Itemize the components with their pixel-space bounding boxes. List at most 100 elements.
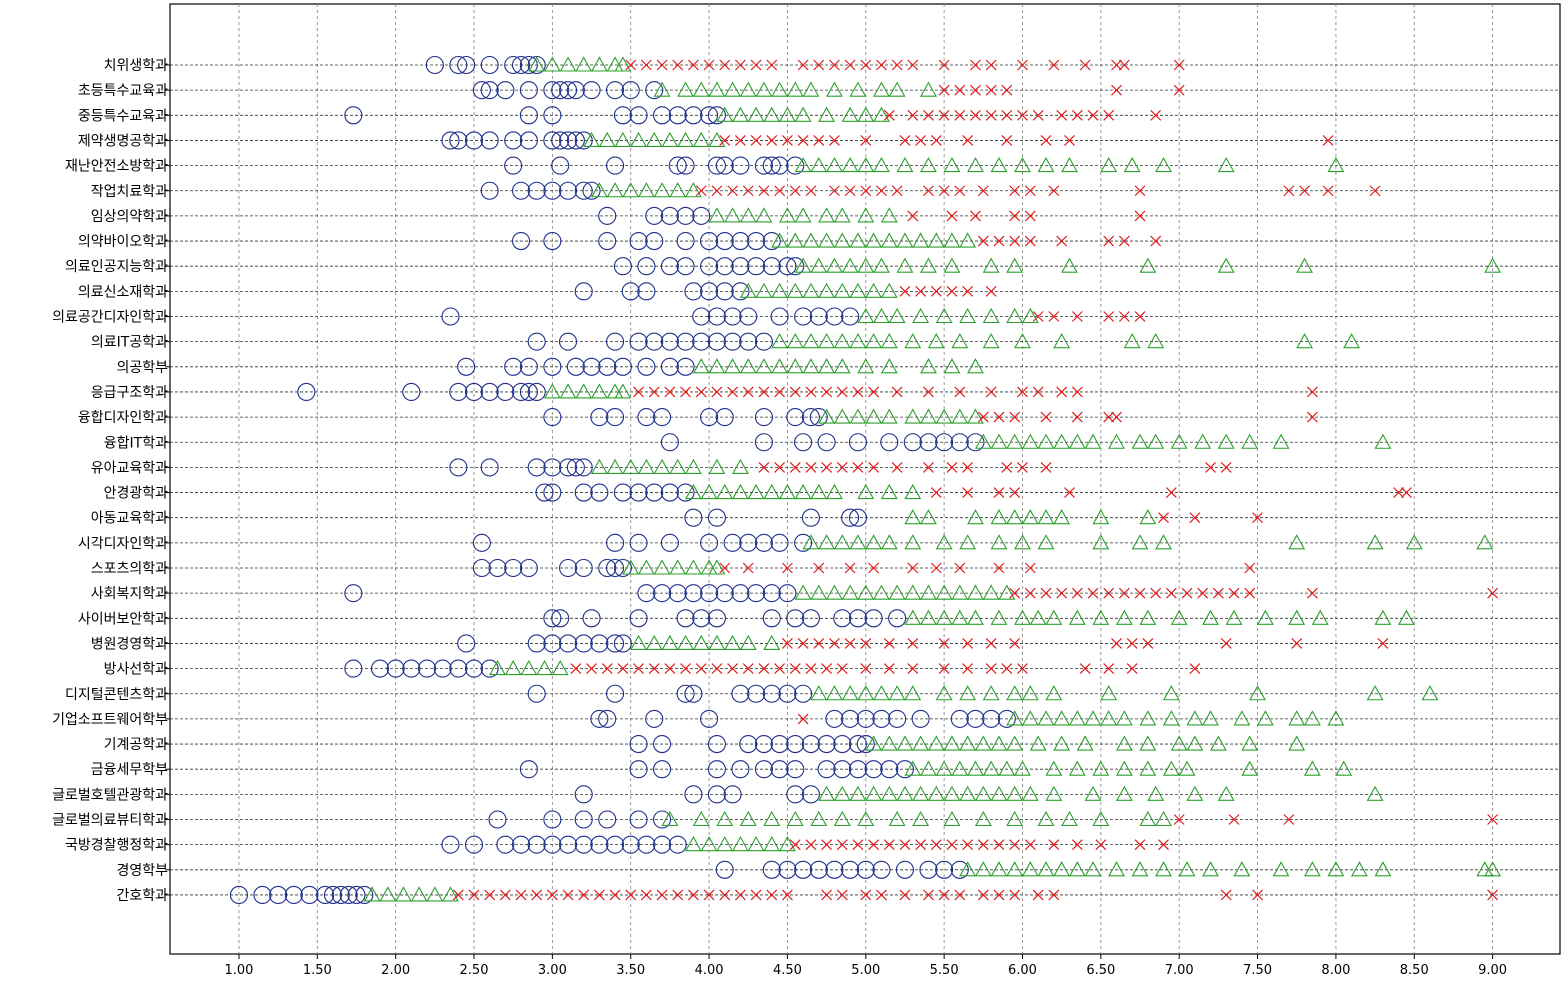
triangle-point — [731, 458, 749, 474]
circle-point — [660, 332, 679, 351]
triangle-point — [692, 131, 710, 147]
circle-point — [645, 709, 664, 728]
circle-point — [629, 760, 648, 779]
circle-point — [613, 558, 632, 578]
triangle-point — [716, 483, 734, 500]
triangle-point — [724, 207, 742, 223]
circle-point — [606, 408, 625, 427]
circle-point — [543, 483, 562, 502]
triangle-point — [865, 408, 883, 424]
circle-point — [723, 332, 742, 351]
circle-point — [950, 860, 969, 879]
triangle-point — [1068, 760, 1086, 776]
triangle-point — [489, 659, 506, 676]
cross-point — [774, 461, 786, 473]
category-label: 의료신소재학과 — [78, 284, 168, 300]
cross-point — [782, 135, 793, 146]
triangle-point — [1202, 710, 1219, 726]
circle-point — [676, 357, 695, 376]
triangle-point — [1115, 760, 1133, 776]
triangle-point — [1108, 861, 1125, 877]
circle-point — [527, 181, 546, 200]
cross-point — [1079, 663, 1091, 675]
cross-point — [821, 461, 833, 473]
circle-point — [637, 408, 656, 427]
triangle-point — [943, 232, 961, 248]
triangle-point — [826, 81, 843, 97]
triangle-point — [951, 584, 969, 600]
circle-point — [637, 357, 656, 376]
triangle-point — [739, 358, 757, 374]
triangle-point — [873, 685, 890, 701]
triangle-point — [904, 760, 922, 776]
cross-point — [962, 487, 974, 498]
triangle-point — [974, 810, 992, 827]
circle-point — [606, 835, 625, 854]
triangle-point — [716, 106, 734, 122]
triangle-point — [857, 584, 875, 600]
cross-point — [1071, 411, 1083, 423]
triangle-point — [771, 358, 789, 374]
circle-point — [598, 709, 617, 728]
circle-point — [543, 181, 562, 200]
cross-point — [766, 59, 778, 71]
circle-point — [794, 684, 813, 703]
cross-point — [954, 84, 966, 96]
circle-point — [794, 433, 813, 452]
triangle-point — [771, 282, 789, 298]
cross-point — [1118, 235, 1130, 247]
cross-point — [789, 386, 801, 398]
circle-point — [370, 659, 390, 678]
circle-point — [762, 609, 781, 628]
cross-point — [1064, 487, 1075, 498]
triangle-point — [606, 458, 624, 474]
circle-point — [715, 156, 734, 175]
circle-point — [872, 709, 891, 728]
triangle-point — [982, 333, 1000, 349]
triangle-point — [951, 408, 969, 424]
triangle-point — [614, 383, 632, 399]
triangle-point — [959, 685, 977, 701]
triangle-point — [637, 458, 655, 474]
triangle-point — [426, 886, 444, 902]
cross-point — [1048, 311, 1060, 322]
triangle-point — [802, 282, 820, 298]
triangle-point — [990, 534, 1008, 550]
cross-point — [601, 663, 613, 675]
triangle-point — [504, 659, 522, 676]
circle-point — [754, 156, 773, 175]
circle-point — [723, 785, 742, 804]
cross-point — [656, 59, 668, 71]
cross-point — [609, 889, 621, 901]
triangle-point — [888, 584, 906, 600]
cross-point — [946, 285, 958, 297]
cross-point — [687, 59, 699, 71]
circle-point — [464, 659, 484, 678]
cross-point — [1165, 487, 1177, 498]
cross-point — [1079, 59, 1091, 71]
triangle-point — [1037, 433, 1055, 449]
circle-point — [707, 785, 726, 804]
circle-point — [496, 382, 515, 402]
triangle-point — [920, 509, 937, 525]
triangle-point — [1241, 433, 1259, 449]
triangle-point — [1256, 609, 1274, 625]
circle-point — [519, 558, 538, 578]
cross-point — [774, 185, 786, 197]
cross-point — [1134, 185, 1146, 197]
circle-point — [574, 458, 593, 477]
triangle-point — [1303, 760, 1321, 776]
triangle-point — [990, 156, 1008, 173]
triangle-point — [1021, 685, 1039, 701]
cross-point — [860, 889, 872, 901]
cross-point — [719, 889, 731, 901]
triangle-point — [857, 358, 875, 374]
cross-point — [546, 889, 558, 901]
cross-point — [805, 461, 817, 473]
circle-point — [809, 860, 828, 879]
category-label: 안경광학과 — [104, 486, 169, 502]
circle-point — [598, 232, 617, 251]
triangle-point — [1217, 257, 1235, 273]
cross-point — [860, 663, 872, 675]
triangle-point — [692, 358, 710, 374]
